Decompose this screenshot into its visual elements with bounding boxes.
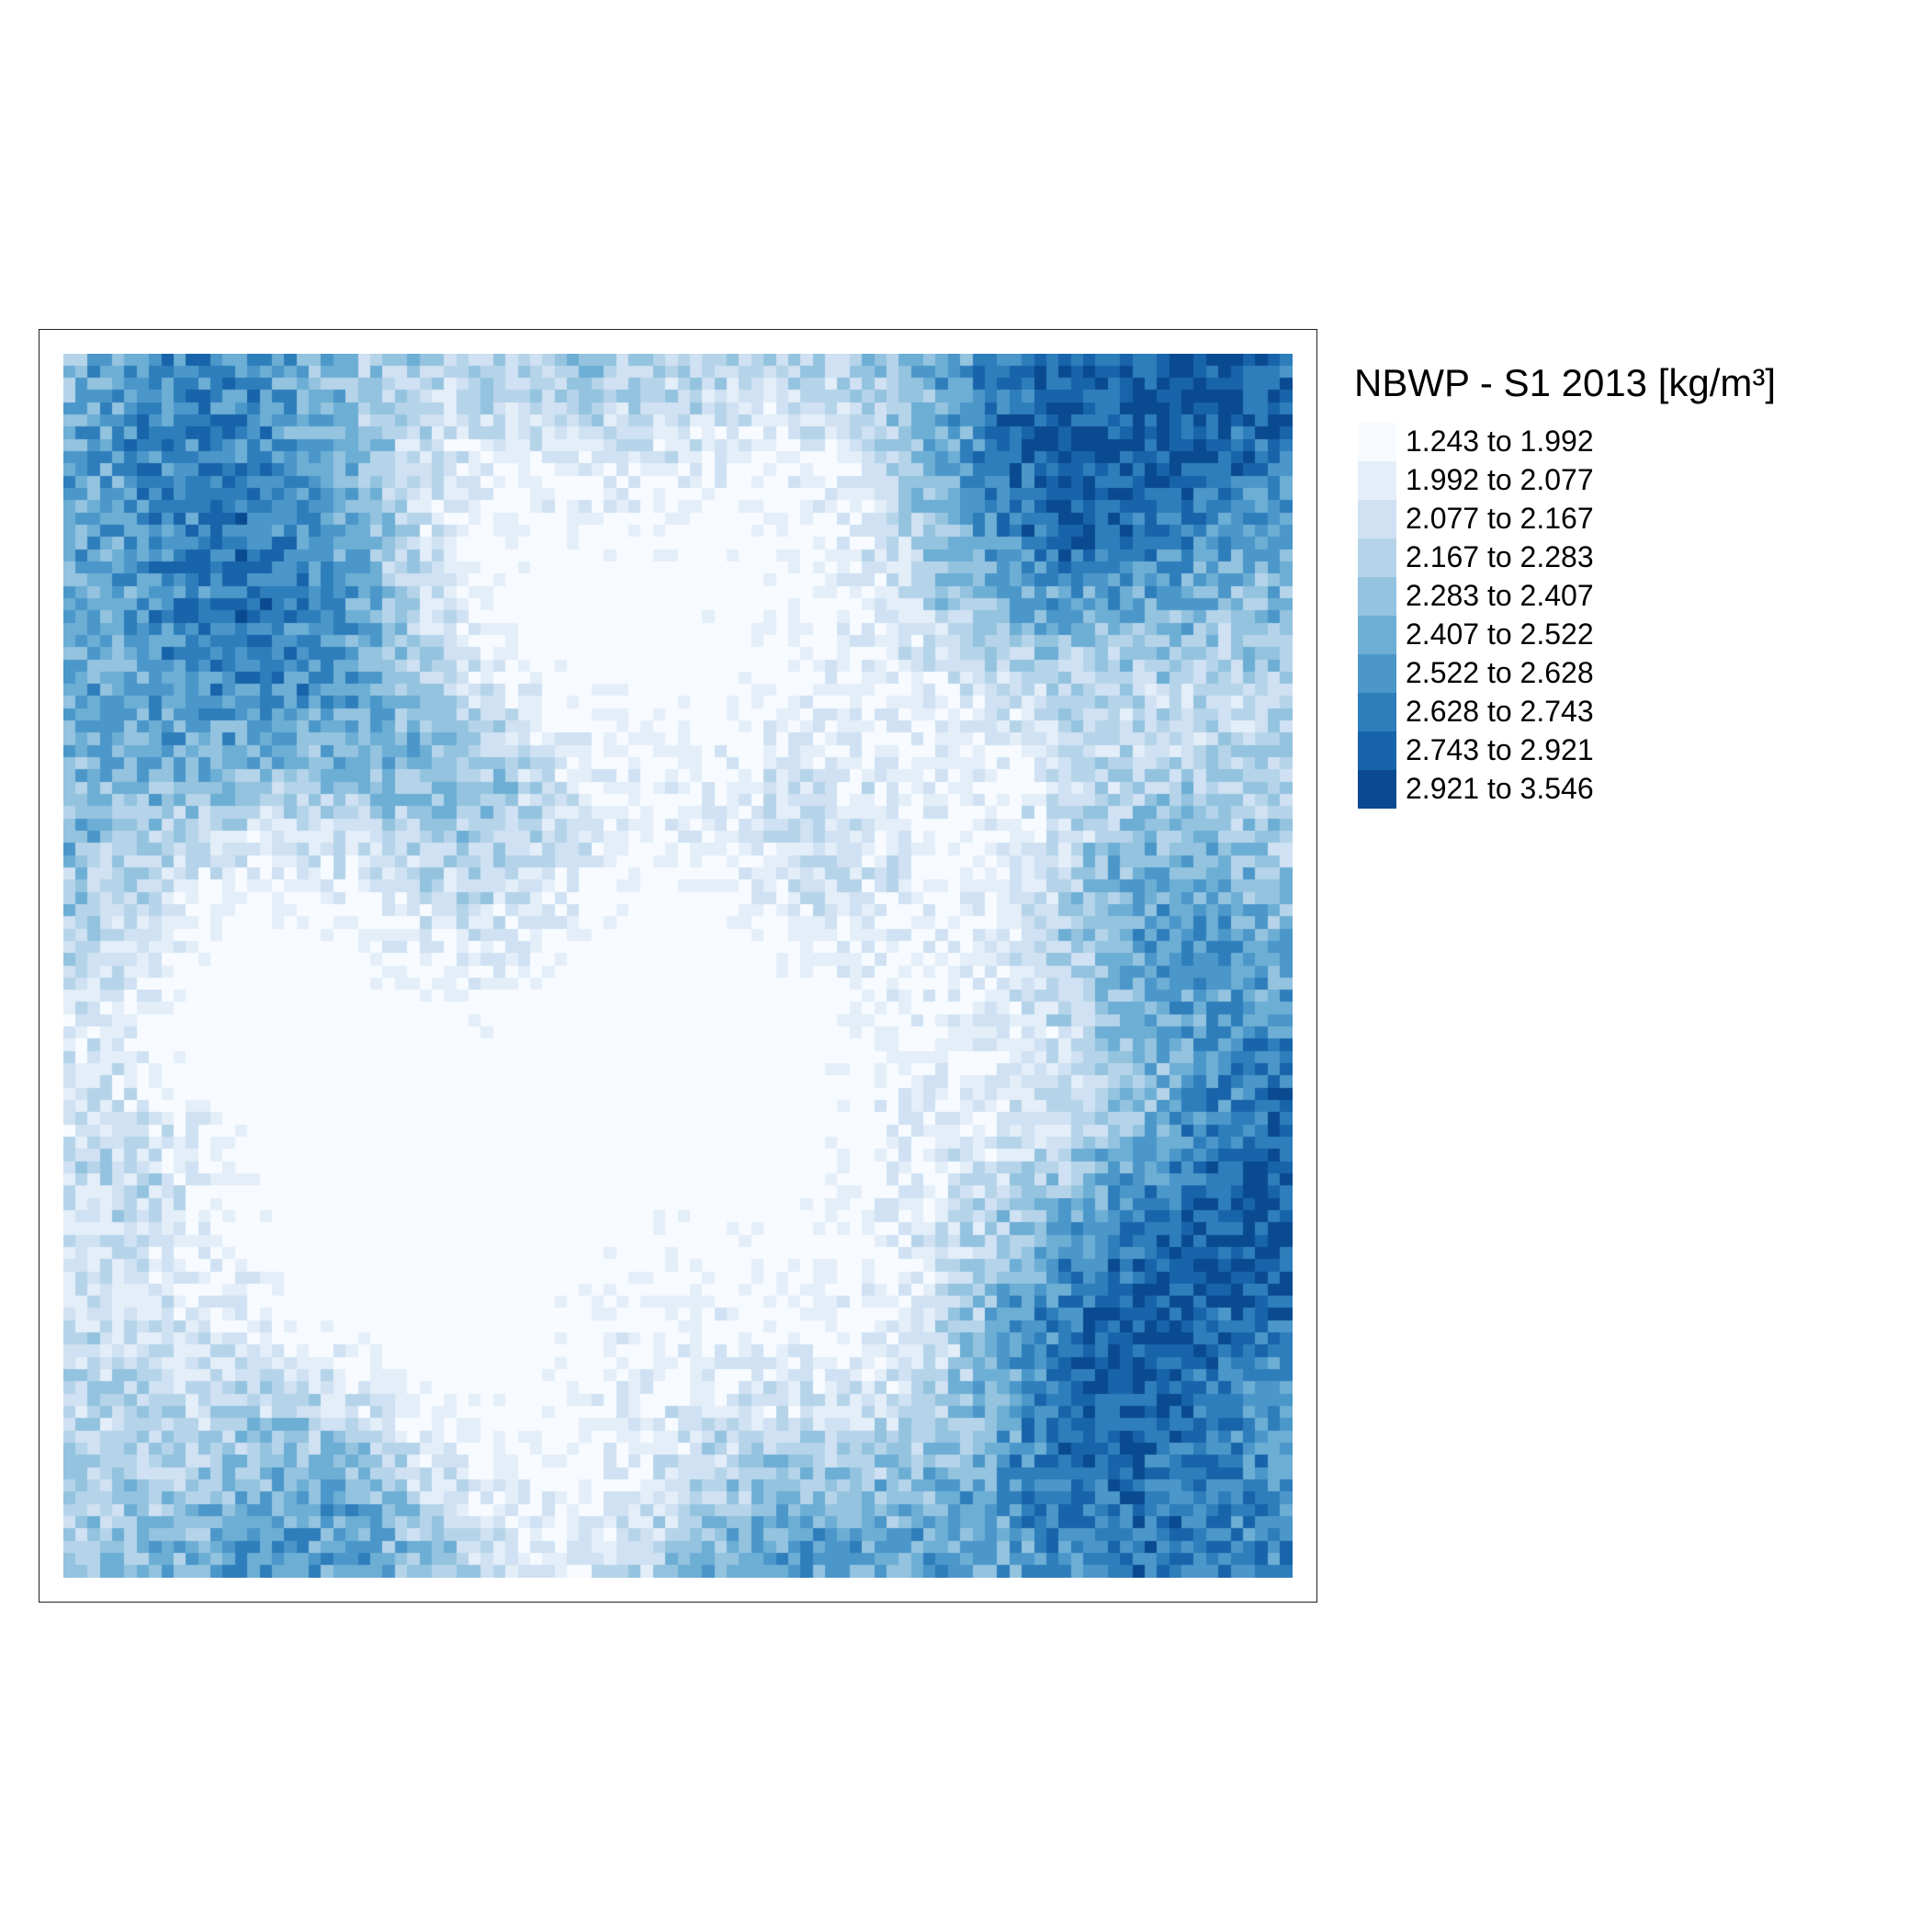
legend-swatch [1358, 538, 1396, 577]
legend-swatch [1358, 693, 1396, 731]
legend-swatch [1358, 770, 1396, 809]
legend-item: 2.407 to 2.522 [1354, 616, 1869, 654]
legend-label: 1.992 to 2.077 [1406, 463, 1594, 496]
legend-label: 2.743 to 2.921 [1406, 733, 1594, 766]
legend-label: 2.921 to 3.546 [1406, 772, 1594, 805]
legend-label: 1.243 to 1.992 [1406, 425, 1594, 458]
legend-label: 2.628 to 2.743 [1406, 695, 1594, 728]
legend-item: 2.743 to 2.921 [1354, 731, 1869, 770]
legend-item: 2.921 to 3.546 [1354, 770, 1869, 809]
legend-swatch [1358, 654, 1396, 693]
legend-item: 2.628 to 2.743 [1354, 693, 1869, 731]
legend-item: 1.243 to 1.992 [1354, 423, 1869, 461]
legend: NBWP - S1 2013 [kg/m³] 1.243 to 1.992 1.… [1354, 364, 1869, 809]
legend-item: 1.992 to 2.077 [1354, 461, 1869, 500]
legend-label: 2.407 to 2.522 [1406, 617, 1594, 651]
legend-item: 2.522 to 2.628 [1354, 654, 1869, 693]
legend-label: 2.522 to 2.628 [1406, 656, 1594, 689]
legend-swatch [1358, 423, 1396, 461]
legend-item: 2.167 to 2.283 [1354, 538, 1869, 577]
raster-map [63, 354, 1293, 1578]
legend-swatch [1358, 461, 1396, 500]
legend-swatch [1358, 731, 1396, 770]
legend-title: NBWP - S1 2013 [kg/m³] [1354, 361, 1777, 404]
legend-item: 2.283 to 2.407 [1354, 577, 1869, 616]
legend-label: 2.077 to 2.167 [1406, 502, 1594, 535]
legend-item: 2.077 to 2.167 [1354, 500, 1869, 538]
map-frame [39, 329, 1317, 1603]
legend-swatch [1358, 577, 1396, 616]
legend-swatch [1358, 500, 1396, 538]
legend-label: 2.283 to 2.407 [1406, 579, 1594, 612]
legend-swatch [1358, 616, 1396, 654]
legend-items: 1.243 to 1.992 1.992 to 2.077 2.077 to 2… [1354, 423, 1869, 809]
legend-label: 2.167 to 2.283 [1406, 540, 1594, 573]
